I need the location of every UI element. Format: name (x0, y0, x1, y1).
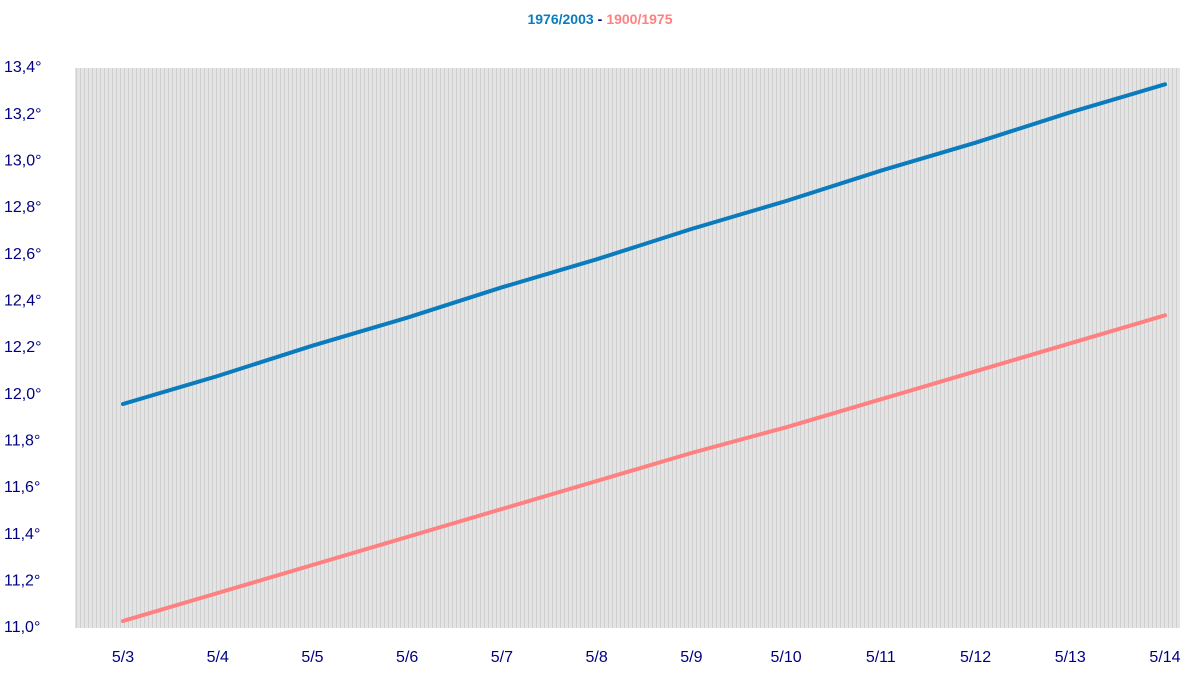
y-tick-label: 11,0° (4, 619, 40, 636)
y-tick-label: 12,6° (4, 246, 42, 263)
x-tick-label: 5/11 (866, 649, 896, 666)
title-series-2: 1900/1975 (606, 11, 672, 27)
x-tick-label: 5/13 (1055, 649, 1086, 666)
y-tick-label: 12,0° (4, 386, 42, 403)
x-tick-label: 5/8 (586, 649, 608, 666)
y-tick-label: 13,2° (4, 106, 42, 123)
x-tick-label: 5/12 (960, 649, 991, 666)
y-tick-label: 12,4° (4, 293, 42, 310)
x-tick-label: 5/4 (207, 649, 229, 666)
y-tick-label: 12,8° (4, 199, 42, 216)
x-tick-label: 5/3 (112, 649, 134, 666)
x-tick-label: 5/6 (396, 649, 418, 666)
y-tick-label: 12,2° (4, 339, 42, 356)
y-tick-label: 11,4° (4, 526, 40, 543)
x-tick-label: 5/10 (771, 649, 802, 666)
x-tick-label: 5/14 (1149, 649, 1180, 666)
plot-area (75, 68, 1180, 628)
title-separator: - (598, 11, 603, 27)
y-tick-label: 13,0° (4, 153, 42, 170)
chart-title: 1976/2003-1900/1975 (527, 11, 672, 27)
x-tick-label: 5/5 (301, 649, 323, 666)
y-tick-label: 13,4° (4, 59, 42, 76)
y-tick-label: 11,8° (4, 433, 40, 450)
line-series (121, 313, 1167, 623)
x-tick-label: 5/9 (680, 649, 702, 666)
y-tick-label: 11,2° (4, 573, 40, 590)
title-series-1: 1976/2003 (527, 11, 593, 27)
line-series (121, 82, 1167, 406)
x-tick-label: 5/7 (491, 649, 513, 666)
y-tick-label: 11,6° (4, 479, 40, 496)
